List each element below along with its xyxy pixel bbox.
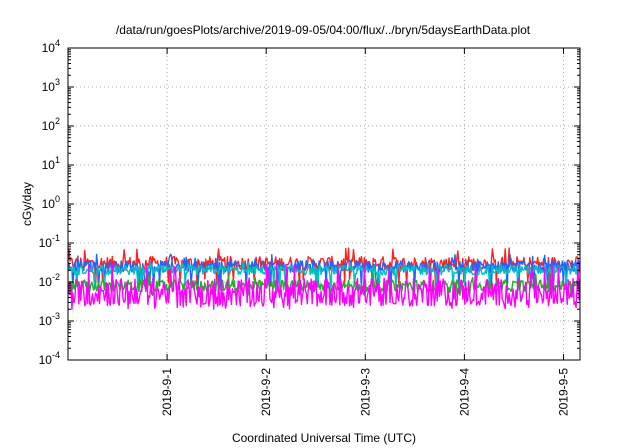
y-tick-exponent: -1 <box>52 233 60 243</box>
y-tick-base: 10 <box>39 236 53 250</box>
grid <box>68 48 580 360</box>
series-line-3 <box>67 260 581 292</box>
y-tick-base: 10 <box>39 314 53 328</box>
y-tick-label: 10-2 <box>39 272 60 289</box>
x-tick-label: 2019-9-3 <box>358 368 372 416</box>
y-tick-exponent: -4 <box>52 350 60 360</box>
y-tick-label: 10-1 <box>39 233 60 250</box>
y-tick-exponent: 2 <box>55 116 60 126</box>
y-tick-exponent: 0 <box>55 194 60 204</box>
x-tick-label: 2019-9-2 <box>259 368 273 416</box>
y-tick-base: 10 <box>42 80 56 94</box>
y-tick-label: 104 <box>42 38 60 55</box>
chart-title: /data/run/goesPlots/archive/2019-09-05/0… <box>116 23 531 37</box>
series-line-5 <box>67 263 581 310</box>
series-group <box>67 247 581 310</box>
series-line-1 <box>67 247 581 287</box>
x-tick-label: 2019-9-1 <box>160 368 174 416</box>
y-tick-exponent: 4 <box>55 38 60 48</box>
y-tick-base: 10 <box>42 197 56 211</box>
x-tick-label: 2019-9-4 <box>457 368 471 416</box>
y-tick-base: 10 <box>42 41 56 55</box>
y-tick-label: 101 <box>42 155 60 172</box>
y-tick-base: 10 <box>42 119 56 133</box>
y-tick-label: 102 <box>42 116 60 133</box>
y-tick-label: 10-4 <box>39 350 60 367</box>
x-axis: 2019-9-1 2019-9-2 2019-9-3 2019-9-4 2019-9-5 <box>160 48 570 416</box>
y-tick-exponent: -3 <box>52 311 60 321</box>
y-axis-label: cGy/day <box>20 182 34 226</box>
y-tick-label: 10-3 <box>39 311 60 328</box>
y-tick-exponent: -2 <box>52 272 60 282</box>
y-tick-exponent: 1 <box>55 155 60 165</box>
y-tick-exponent: 3 <box>55 77 60 87</box>
y-tick-base: 10 <box>42 158 56 172</box>
y-tick-label: 100 <box>42 194 60 211</box>
y-tick-base: 10 <box>39 275 53 289</box>
y-tick-base: 10 <box>39 353 53 367</box>
x-axis-label: Coordinated Universal Time (UTC) <box>232 431 416 445</box>
y-tick-label: 103 <box>42 77 60 94</box>
x-tick-label: 2019-9-5 <box>556 368 570 416</box>
